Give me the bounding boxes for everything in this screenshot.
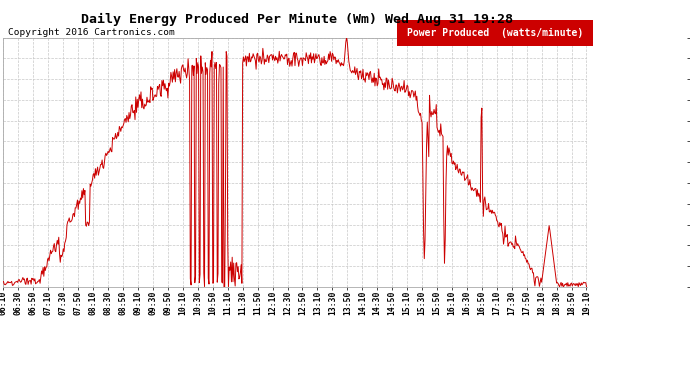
Text: Power Produced  (watts/minute): Power Produced (watts/minute): [407, 28, 583, 38]
Text: Daily Energy Produced Per Minute (Wm) Wed Aug 31 19:28: Daily Energy Produced Per Minute (Wm) We…: [81, 13, 513, 26]
Text: Copyright 2016 Cartronics.com: Copyright 2016 Cartronics.com: [8, 28, 175, 37]
